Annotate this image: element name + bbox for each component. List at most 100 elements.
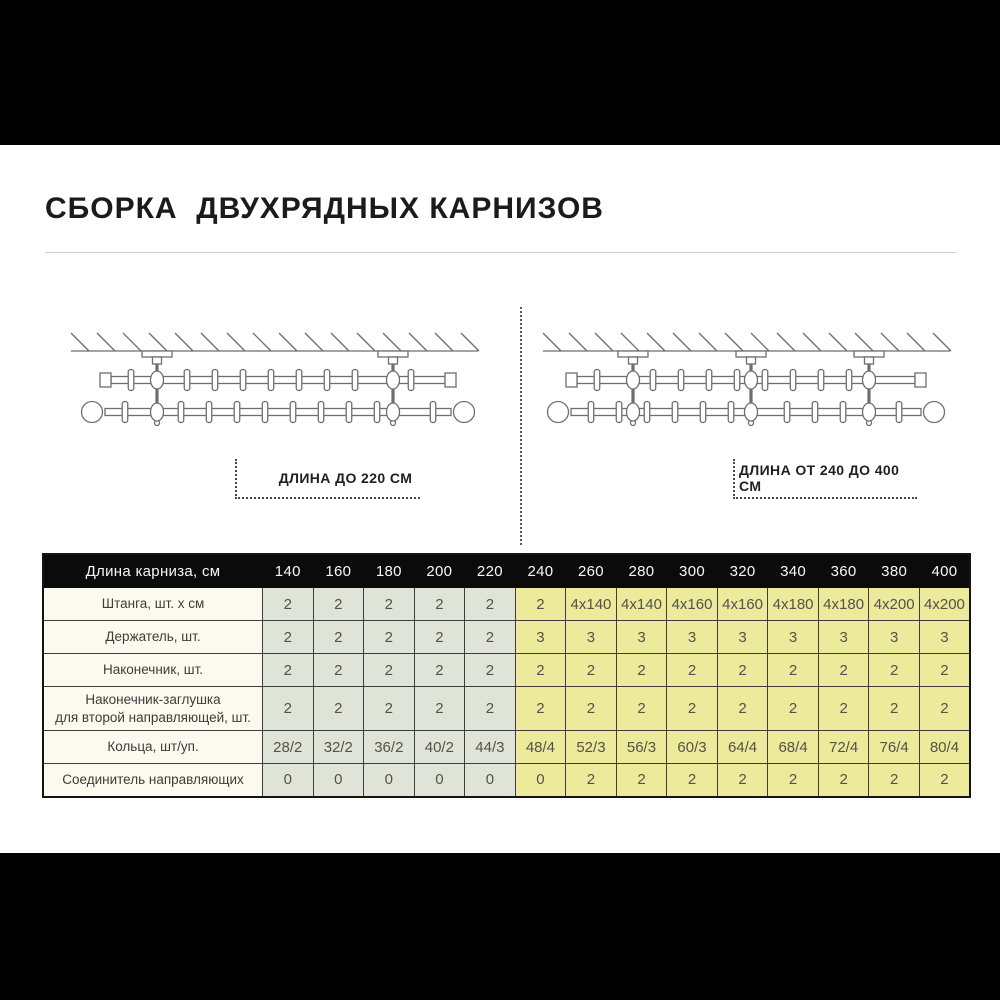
curtain-ring xyxy=(615,400,623,424)
table-cell: 2 xyxy=(716,763,769,798)
table-row: Наконечник, шт. 2 2 2 2 2 2 2 2 2 2 2 2 2 2 xyxy=(42,653,971,687)
table-cell: 2 xyxy=(514,653,567,687)
table-cell: 2 xyxy=(514,587,567,621)
table-cell: 2 xyxy=(464,685,516,732)
table-cell: 2 xyxy=(767,763,819,798)
table-cell: 3 xyxy=(767,620,819,654)
table-cell: 4x140 xyxy=(615,587,668,621)
curtain-ring xyxy=(345,400,353,424)
curtain-ring xyxy=(317,400,325,424)
table-header-length: 300 xyxy=(666,553,718,588)
curtain-ring xyxy=(761,368,769,392)
table-cell: 2 xyxy=(413,620,466,654)
table-cell: 4x180 xyxy=(767,587,819,621)
rod-holder xyxy=(149,402,165,422)
rod-holder xyxy=(385,370,401,390)
row-label: Штанга, шт. х см xyxy=(42,587,263,621)
table-cell: 2 xyxy=(767,685,819,732)
table-cell: 3 xyxy=(666,620,718,654)
table-cell: 2 xyxy=(363,620,415,654)
table-cell: 2 xyxy=(615,653,668,687)
rod-holder xyxy=(149,370,165,390)
curtain-ring xyxy=(733,368,741,392)
table-header-length: 320 xyxy=(716,553,769,588)
ball-finial xyxy=(80,400,104,424)
curtain-ring xyxy=(587,400,595,424)
row-label: Соединитель направляющих xyxy=(42,763,263,798)
table-header-label: Длина карниза, см xyxy=(42,553,263,588)
table-cell: 4x200 xyxy=(868,587,920,621)
table-header-length: 240 xyxy=(514,553,567,588)
length-label-short: ДЛИНА ДО 220 СМ xyxy=(235,459,420,499)
table-cell: 36/2 xyxy=(363,730,415,765)
curtain-ring xyxy=(183,368,191,392)
table-cell: 80/4 xyxy=(918,730,971,765)
table-cell: 2 xyxy=(312,587,365,621)
rod-holder xyxy=(743,402,759,422)
curtain-ring xyxy=(643,400,651,424)
curtain-ring xyxy=(127,368,135,392)
rod-holder xyxy=(861,370,877,390)
curtain-ring xyxy=(261,400,269,424)
table-cell: 32/2 xyxy=(312,730,365,765)
table-cell: 2 xyxy=(464,620,516,654)
table-cell: 2 xyxy=(565,763,617,798)
table-cell: 72/4 xyxy=(817,730,870,765)
table-cell: 0 xyxy=(514,763,567,798)
diagram-divider-dotted-line xyxy=(520,307,522,545)
ceiling-hatch xyxy=(70,332,480,352)
long-cornice-diagram xyxy=(542,332,952,427)
table-header-length: 380 xyxy=(868,553,920,588)
row-label: Держатель, шт. xyxy=(42,620,263,654)
table-cell: 2 xyxy=(464,587,516,621)
table-cell: 2 xyxy=(312,620,365,654)
curtain-ring xyxy=(239,368,247,392)
table-header-length: 160 xyxy=(312,553,365,588)
bottom-black-bar xyxy=(0,853,1000,1000)
curtain-ring xyxy=(205,400,213,424)
table-cell: 2 xyxy=(918,685,971,732)
end-cap xyxy=(99,372,112,388)
curtain-ring xyxy=(727,400,735,424)
curtain-ring xyxy=(817,368,825,392)
table-cell: 68/4 xyxy=(767,730,819,765)
end-cap xyxy=(914,372,927,388)
curtain-ring xyxy=(323,368,331,392)
curtain-ring xyxy=(211,368,219,392)
length-label-short-text: ДЛИНА ДО 220 СМ xyxy=(278,470,413,486)
curtain-ring xyxy=(121,400,129,424)
table-cell: 2 xyxy=(868,763,920,798)
table-header-length: 360 xyxy=(817,553,870,588)
length-label-long-text: ДЛИНА ОТ 240 ДО 400 СМ xyxy=(739,462,900,494)
table-cell: 3 xyxy=(615,620,668,654)
table-cell: 2 xyxy=(868,653,920,687)
table-cell: 2 xyxy=(262,685,314,732)
curtain-ring xyxy=(593,368,601,392)
table-cell: 2 xyxy=(413,685,466,732)
curtain-ring xyxy=(895,400,903,424)
page-title: СБОРКА ДВУХРЯДНЫХ КАРНИЗОВ xyxy=(45,192,604,225)
table-cell: 48/4 xyxy=(514,730,567,765)
table-cell: 2 xyxy=(464,653,516,687)
title-divider xyxy=(45,252,956,253)
table-cell: 2 xyxy=(363,685,415,732)
curtain-ring xyxy=(295,368,303,392)
table-cell: 4x140 xyxy=(565,587,617,621)
table-header-length: 340 xyxy=(767,553,819,588)
table-header-row: Длина карниза, см 140 160 180 200 220 240 260 2… xyxy=(42,553,971,588)
table-header-length: 400 xyxy=(918,553,971,588)
table-cell: 60/3 xyxy=(666,730,718,765)
rod-holder xyxy=(861,402,877,422)
table-cell: 3 xyxy=(817,620,870,654)
rod-holder xyxy=(625,370,641,390)
curtain-ring xyxy=(811,400,819,424)
table-cell: 76/4 xyxy=(868,730,920,765)
table-cell: 2 xyxy=(817,653,870,687)
table-header-length: 200 xyxy=(413,553,466,588)
row-label: Кольца, шт/уп. xyxy=(42,730,263,765)
ball-finial xyxy=(922,400,946,424)
parts-table-body: Штанга, шт. х см 2 2 2 2 2 2 4x140 4x140 4x160 4x1… xyxy=(42,587,971,798)
table-cell: 2 xyxy=(666,653,718,687)
rod-holder xyxy=(743,370,759,390)
table-cell: 2 xyxy=(514,685,567,732)
